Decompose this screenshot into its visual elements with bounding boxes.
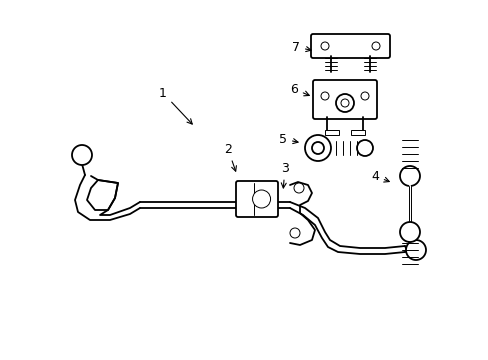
Circle shape bbox=[340, 99, 348, 107]
Text: 4: 4 bbox=[370, 170, 388, 183]
Circle shape bbox=[405, 240, 425, 260]
Circle shape bbox=[360, 92, 368, 100]
Text: 2: 2 bbox=[224, 143, 236, 171]
Text: 6: 6 bbox=[289, 82, 309, 96]
FancyBboxPatch shape bbox=[310, 34, 389, 58]
Circle shape bbox=[305, 135, 330, 161]
Circle shape bbox=[399, 222, 419, 242]
Circle shape bbox=[356, 140, 372, 156]
Text: 1: 1 bbox=[159, 86, 192, 124]
FancyBboxPatch shape bbox=[236, 181, 278, 217]
FancyBboxPatch shape bbox=[312, 80, 376, 119]
Circle shape bbox=[311, 142, 324, 154]
Circle shape bbox=[399, 166, 419, 186]
Circle shape bbox=[293, 183, 304, 193]
Circle shape bbox=[320, 42, 328, 50]
Circle shape bbox=[72, 145, 92, 165]
Text: 5: 5 bbox=[279, 132, 298, 145]
Circle shape bbox=[289, 228, 299, 238]
Bar bbox=[325, 130, 338, 135]
Text: 7: 7 bbox=[291, 41, 310, 54]
Text: 3: 3 bbox=[281, 162, 288, 188]
Bar bbox=[350, 130, 364, 135]
Circle shape bbox=[371, 42, 379, 50]
Circle shape bbox=[320, 92, 328, 100]
Circle shape bbox=[252, 190, 270, 208]
Circle shape bbox=[335, 94, 353, 112]
